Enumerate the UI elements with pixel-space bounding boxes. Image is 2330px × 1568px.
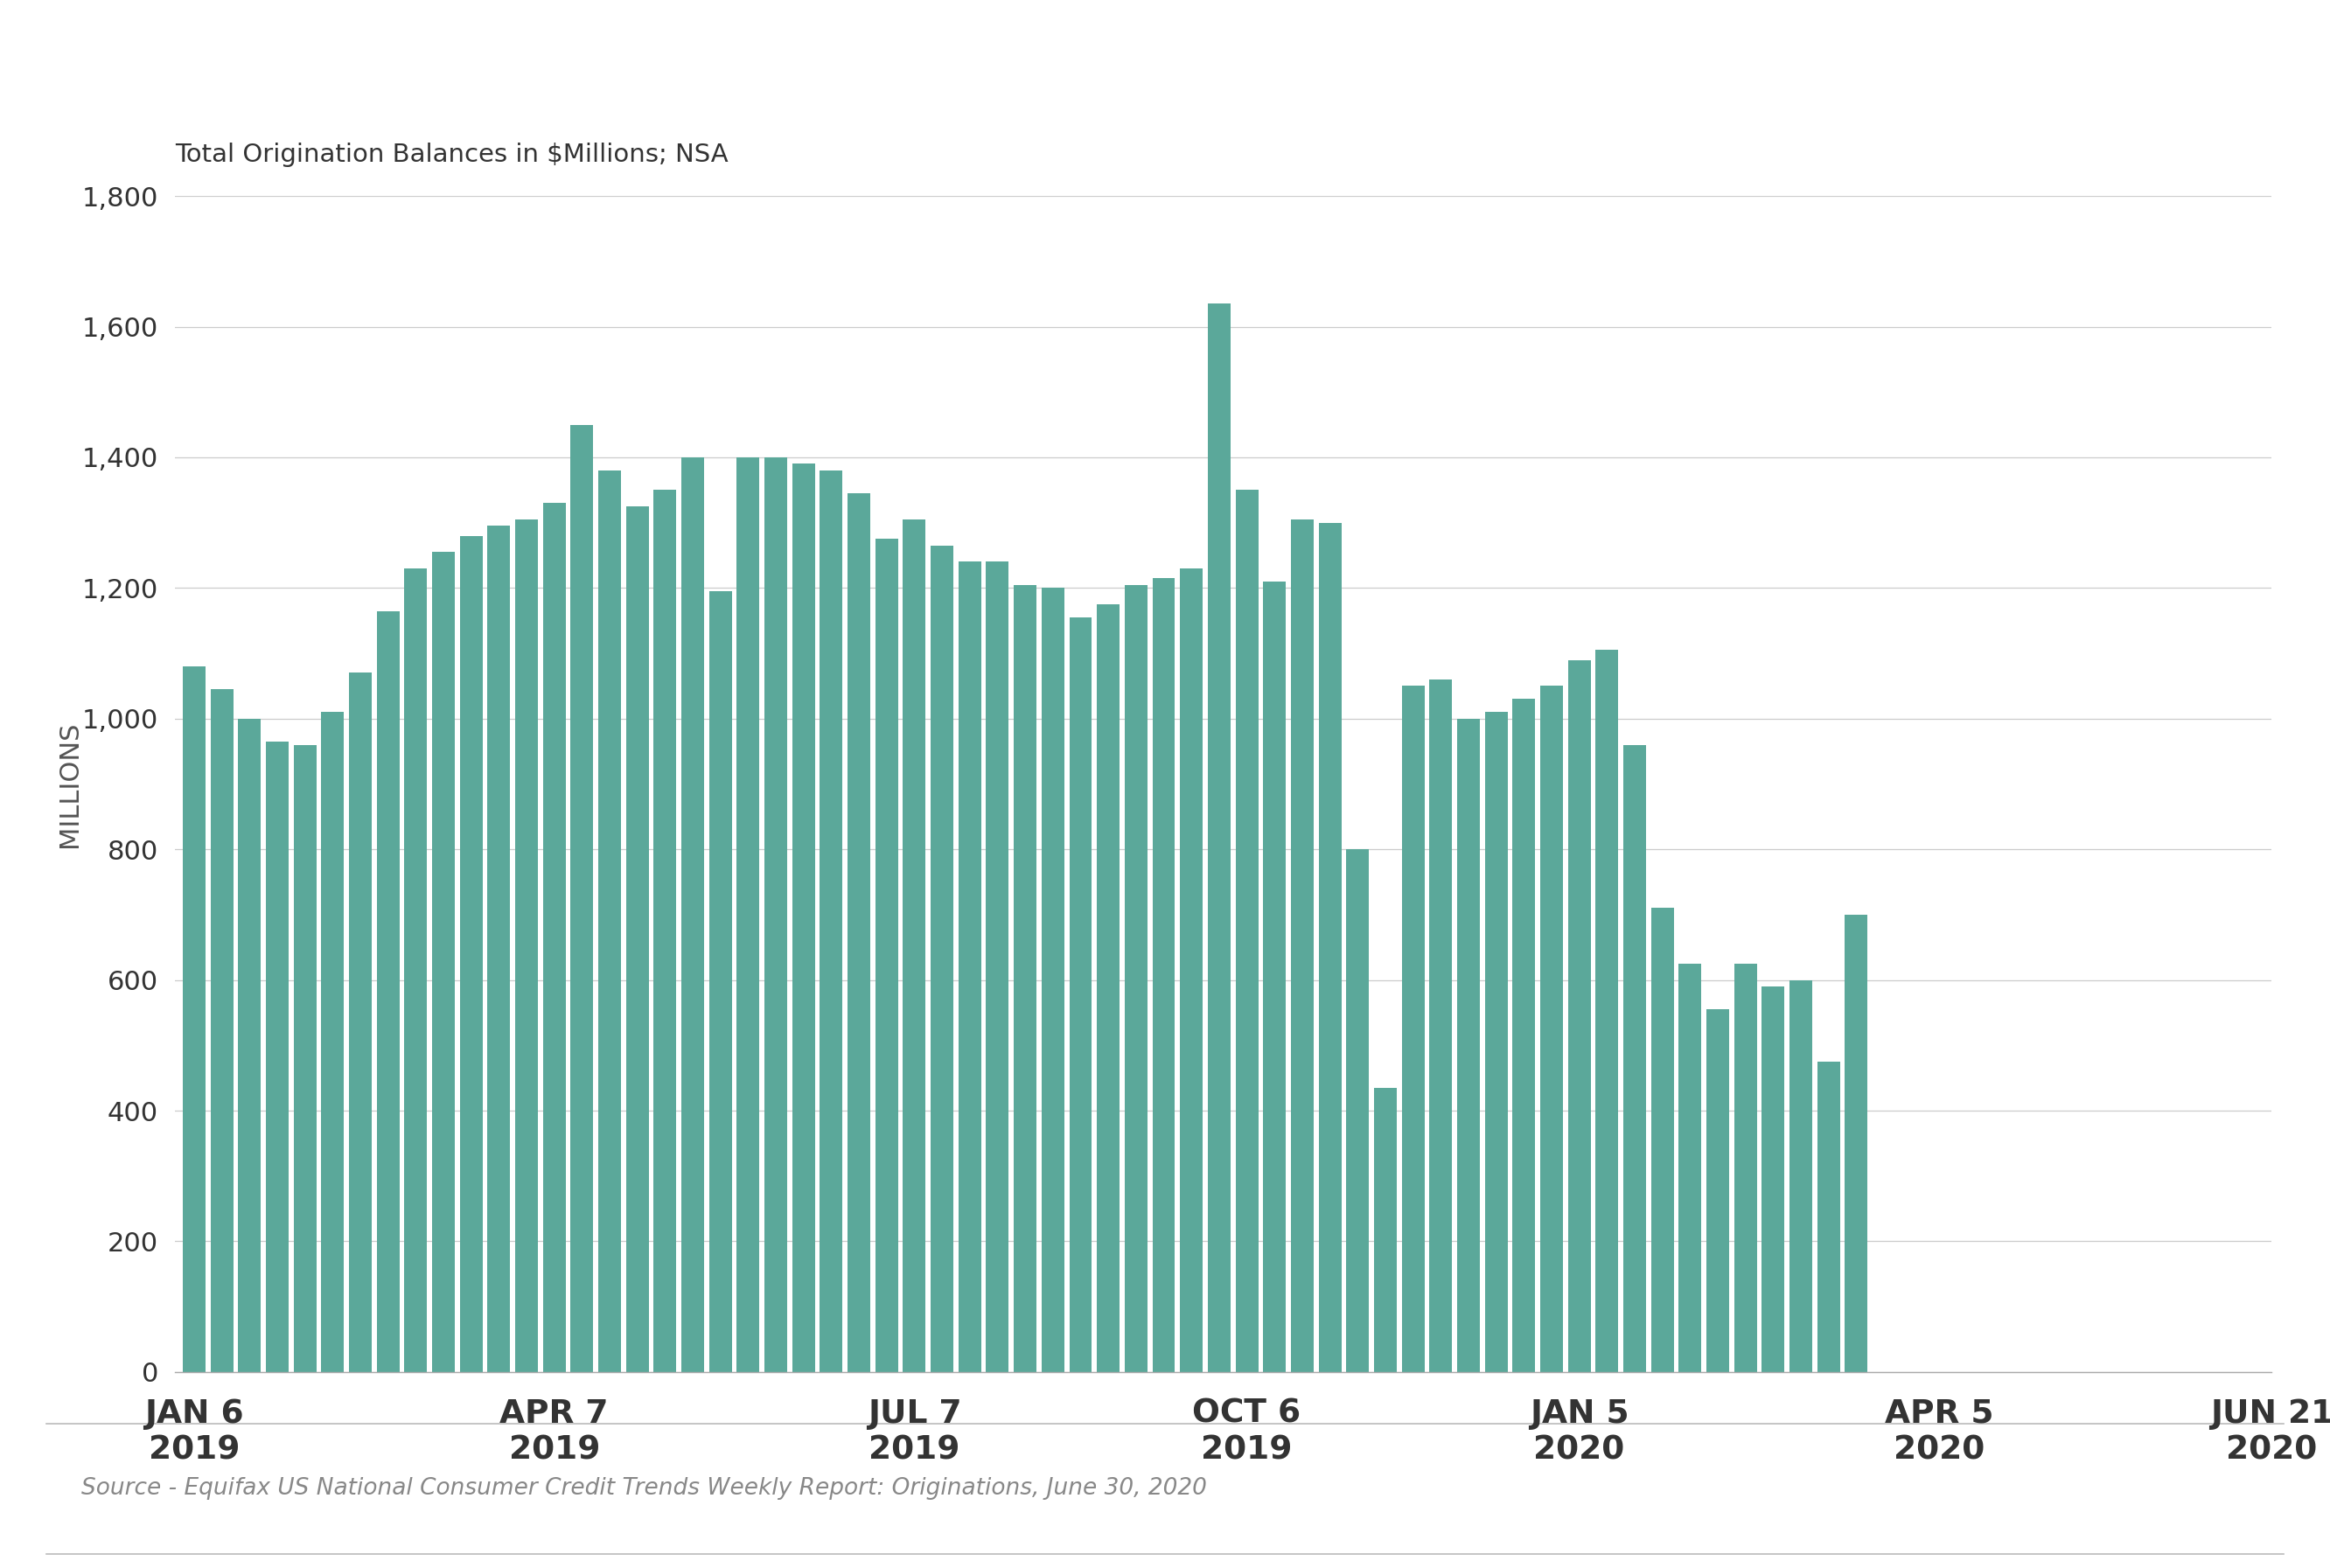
Bar	[958, 561, 981, 1372]
Text: CONSUMER INSTALLMENT LOAN ORIGINATIONS: BALANCES: CONSUMER INSTALLMENT LOAN ORIGINATIONS: …	[119, 60, 2211, 121]
Bar	[1845, 914, 1869, 1372]
Bar	[1512, 699, 1535, 1372]
Bar	[1596, 651, 1619, 1372]
Bar	[431, 552, 454, 1372]
Bar	[182, 666, 205, 1372]
Bar	[820, 470, 843, 1372]
Bar	[764, 458, 788, 1372]
Bar	[405, 569, 426, 1372]
Bar	[1652, 908, 1673, 1372]
Bar	[266, 742, 289, 1372]
Bar	[1125, 585, 1146, 1372]
Bar	[1069, 618, 1093, 1372]
Bar	[1235, 489, 1258, 1372]
Bar	[487, 525, 510, 1372]
Bar	[1428, 679, 1452, 1372]
Bar	[1319, 522, 1342, 1372]
Bar	[627, 506, 648, 1372]
Bar	[1403, 687, 1424, 1372]
Bar	[1540, 687, 1563, 1372]
Bar	[1484, 712, 1508, 1372]
Bar	[1014, 585, 1037, 1372]
Bar	[1817, 1062, 1841, 1372]
Bar	[1291, 519, 1314, 1372]
Bar	[210, 690, 233, 1372]
Y-axis label: MILLIONS: MILLIONS	[58, 721, 82, 847]
Bar	[736, 458, 760, 1372]
Bar	[294, 745, 317, 1372]
Bar	[1097, 604, 1121, 1372]
Bar	[1789, 980, 1813, 1372]
Bar	[599, 470, 622, 1372]
Bar	[930, 546, 953, 1372]
Bar	[350, 673, 373, 1372]
Bar	[1568, 660, 1591, 1372]
Bar	[238, 718, 261, 1372]
Bar	[876, 539, 897, 1372]
Bar	[459, 536, 482, 1372]
Bar	[515, 519, 538, 1372]
Bar	[1761, 986, 1785, 1372]
Bar	[377, 612, 398, 1372]
Bar	[1207, 304, 1230, 1372]
Bar	[1624, 745, 1645, 1372]
Bar	[848, 494, 871, 1372]
Bar	[1347, 850, 1370, 1372]
Bar	[571, 425, 594, 1372]
Bar	[986, 561, 1009, 1372]
Bar	[1456, 718, 1480, 1372]
Bar	[680, 458, 704, 1372]
Bar	[1734, 964, 1757, 1372]
Text: Total Origination Balances in $Millions; NSA: Total Origination Balances in $Millions;…	[175, 143, 727, 166]
Bar	[708, 591, 732, 1372]
Bar	[1042, 588, 1065, 1372]
Bar	[1263, 582, 1286, 1372]
Bar	[1179, 569, 1202, 1372]
Bar	[322, 712, 345, 1372]
Bar	[1678, 964, 1701, 1372]
Bar	[655, 489, 676, 1372]
Bar	[792, 464, 816, 1372]
Bar	[1706, 1010, 1729, 1372]
Bar	[1375, 1088, 1396, 1372]
Bar	[1153, 579, 1174, 1372]
Text: Source - Equifax US National Consumer Credit Trends Weekly Report: Originations,: Source - Equifax US National Consumer Cr…	[82, 1477, 1207, 1501]
Bar	[543, 503, 566, 1372]
Bar	[904, 519, 925, 1372]
